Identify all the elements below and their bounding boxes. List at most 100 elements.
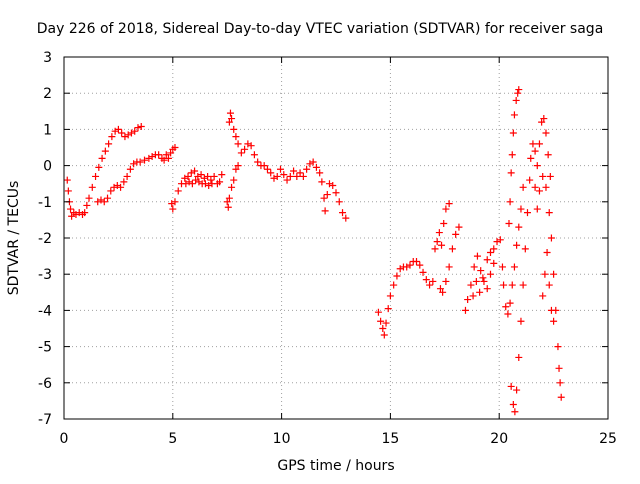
data-point [517,317,525,325]
data-point [510,111,518,119]
x-tick-label: 15 [381,431,399,447]
x-tick-label: 25 [599,431,617,447]
data-point [461,306,469,314]
data-point [204,172,212,180]
data-point [237,149,245,157]
data-point [169,205,177,213]
data-point [296,169,304,177]
y-tick-label: -1 [38,195,52,211]
data-point [108,133,116,141]
data-point [164,154,172,162]
x-tick-label: 20 [490,431,508,447]
data-point [422,276,430,284]
data-point [320,194,328,202]
data-point [120,178,128,186]
data-point [309,158,317,166]
data-point [232,165,240,173]
data-point [445,263,453,271]
data-point [496,236,504,244]
data-point [440,220,448,228]
data-point [342,214,350,222]
data-point [490,245,498,253]
data-point [188,180,196,188]
data-point [419,268,427,276]
data-point [554,343,562,351]
data-point [184,172,192,180]
data-point [277,165,285,173]
data-point [435,229,443,237]
data-point [226,109,234,117]
y-tick-label: 1 [43,122,52,138]
data-point [506,299,514,307]
data-point [479,274,487,282]
data-point [390,281,398,289]
data-point [507,382,515,390]
data-point [81,209,89,217]
data-point [273,172,281,180]
data-point [539,172,547,180]
data-point [210,172,218,180]
data-point [155,151,163,159]
data-point [267,169,275,177]
data-point [483,285,491,293]
data-point [448,245,456,253]
data-point [439,288,447,296]
data-point [377,317,385,325]
data-point [527,154,535,162]
data-point [509,129,517,137]
data-point [533,205,541,213]
data-point [207,176,215,184]
y-tick-label: -5 [38,340,52,356]
data-point [171,198,179,206]
data-point [382,319,390,327]
data-point [545,281,553,289]
data-point [197,171,205,179]
data-point [64,187,72,195]
data-point [379,325,387,332]
data-point [167,149,175,157]
data-point [303,165,311,173]
data-point [543,248,551,256]
data-point [467,281,475,289]
data-point [83,201,91,209]
data-point [406,261,414,269]
data-point [118,129,126,137]
data-point [107,187,115,195]
data-point [442,277,450,285]
data-point [339,209,347,217]
data-point [218,171,226,179]
y-tick-label: -3 [38,267,52,283]
data-point [473,252,481,260]
data-point [515,86,523,94]
data-point [224,203,232,211]
data-point [393,272,401,280]
data-point [476,288,484,296]
data-point [442,205,450,213]
x-tick-label: 5 [168,431,177,447]
data-point [438,241,446,249]
data-point [316,169,324,177]
data-point [555,364,563,372]
data-point [526,176,534,184]
data-point [208,180,216,188]
data-point [95,163,103,171]
data-point [171,144,179,151]
data-point [502,303,510,311]
data-point [98,154,106,162]
y-tick-label: -6 [38,376,52,392]
data-point [67,205,75,213]
data-point [472,277,480,285]
data-point [504,310,512,318]
data-point [547,306,555,314]
data-point [541,270,549,278]
data-point [546,172,554,180]
data-point [92,172,100,180]
data-point [160,156,168,164]
data-point [515,353,523,361]
data-point [283,176,291,184]
data-point [535,187,543,195]
axis-ticks: 0 5 10 15 20 25 -7 -6 -5 -4 -3 -2 -1 0 1 2 3 [38,50,617,447]
